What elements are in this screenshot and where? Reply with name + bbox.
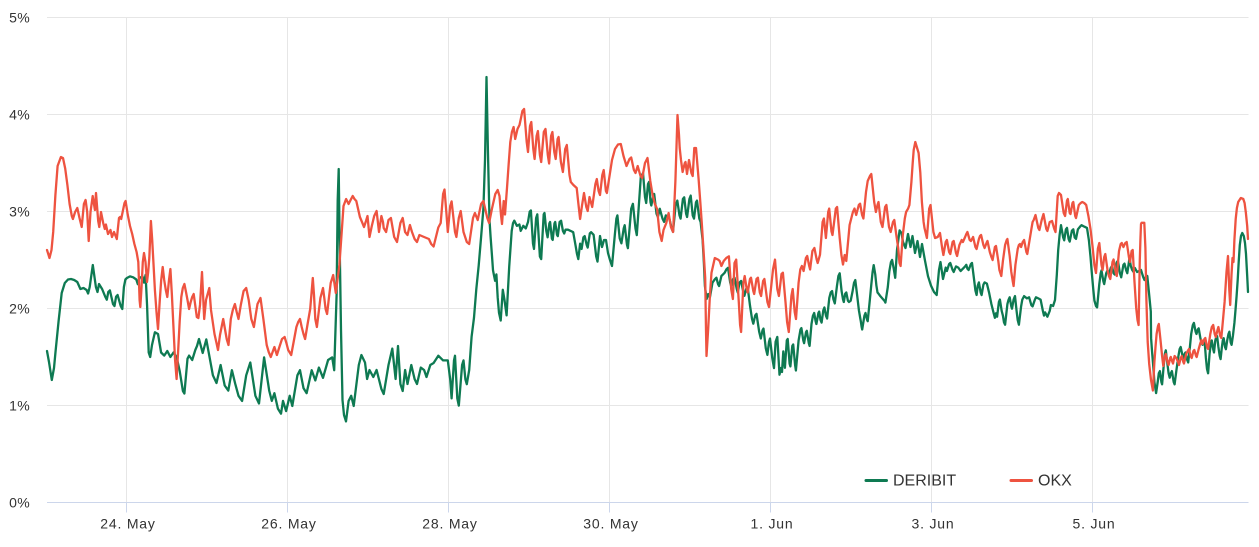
svg-text:24. May: 24. May — [100, 516, 155, 532]
svg-text:5%: 5% — [9, 10, 30, 26]
svg-text:2%: 2% — [9, 301, 30, 317]
svg-text:1%: 1% — [9, 398, 30, 414]
svg-text:4%: 4% — [9, 107, 30, 123]
svg-text:DERIBIT: DERIBIT — [893, 473, 956, 490]
svg-text:30. May: 30. May — [583, 516, 638, 532]
svg-text:OKX: OKX — [1038, 473, 1072, 490]
svg-text:1. Jun: 1. Jun — [751, 516, 794, 532]
svg-text:5. Jun: 5. Jun — [1073, 516, 1116, 532]
svg-text:28. May: 28. May — [422, 516, 477, 532]
svg-text:3. Jun: 3. Jun — [912, 516, 955, 532]
svg-text:26. May: 26. May — [261, 516, 316, 532]
svg-text:0%: 0% — [9, 495, 30, 511]
svg-text:3%: 3% — [9, 204, 30, 220]
